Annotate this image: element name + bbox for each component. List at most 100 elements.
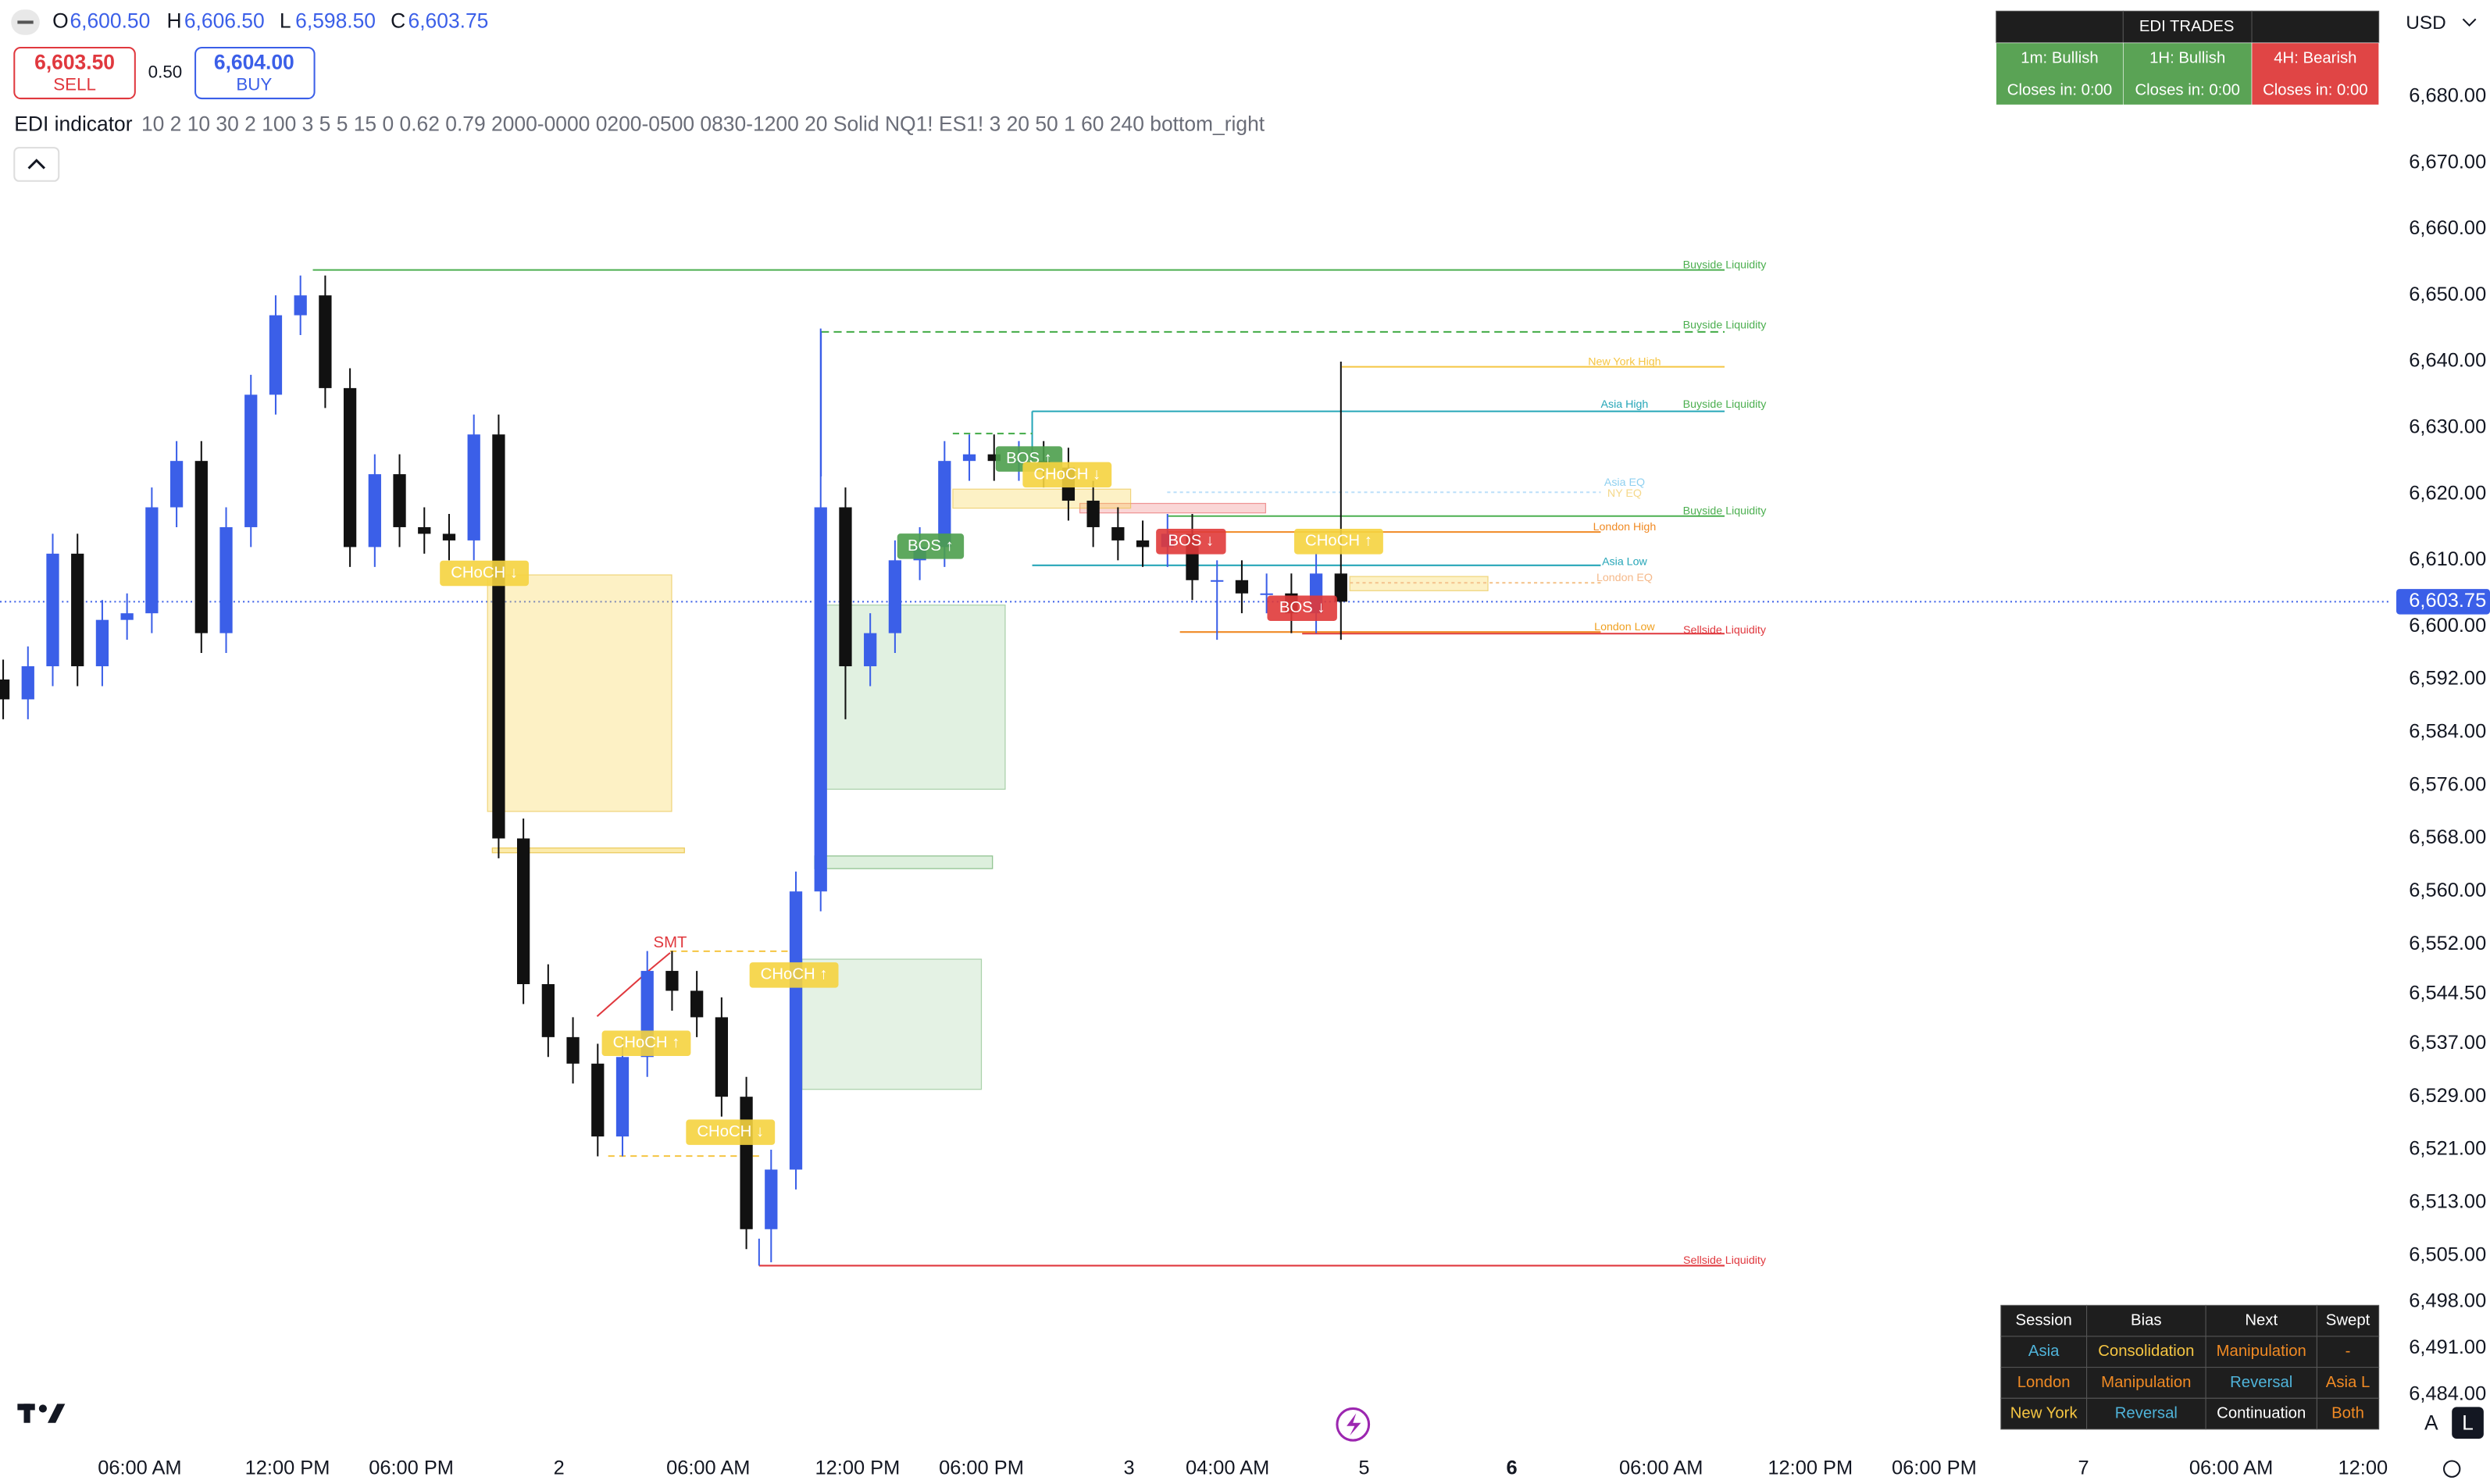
y-tick-label: 6,610.00 [2409, 548, 2486, 570]
trades-cell [2251, 42, 2379, 105]
trades-bias: 4H: Bearish [2274, 50, 2356, 67]
last-price-tag [2396, 589, 2490, 615]
ohlc-value: 6,603.75 [408, 9, 489, 32]
y-tick-label: 6,529.00 [2409, 1085, 2486, 1107]
x-tick-label: 2 [554, 1457, 565, 1479]
candle-body [169, 461, 184, 508]
ohlc-label: O [52, 9, 69, 32]
menu-icon [17, 20, 34, 24]
signal-box [1022, 462, 1112, 488]
trades-closes: Closes in: 0:00 [2135, 81, 2239, 98]
settings-icon[interactable] [2443, 1460, 2461, 1478]
signal-label: BOS ↓ [1279, 599, 1325, 616]
zone [814, 855, 994, 869]
candle-body [1136, 540, 1150, 548]
spread: 0.50 [148, 62, 183, 81]
candle-body [343, 387, 357, 548]
sessions-value: Reversal [2230, 1374, 2292, 1391]
level-label: London Low [1594, 621, 1655, 633]
level-label: London EQ [1596, 572, 1653, 584]
y-tick-label: 6,537.00 [2409, 1032, 2486, 1054]
y-tick-label: 6,584.00 [2409, 721, 2486, 743]
candle-body [393, 474, 406, 527]
x-tick-label: 06:00 AM [1619, 1457, 1703, 1479]
x-tick-label: 12:00 PM [245, 1457, 330, 1479]
sessions-value: New York [2010, 1404, 2078, 1422]
candle-body [1086, 501, 1100, 527]
candle-body [516, 838, 530, 985]
candle-body [467, 434, 480, 540]
zone [823, 605, 1006, 790]
scale-button[interactable] [2415, 1407, 2448, 1439]
x-tick-label: 6 [1507, 1457, 1518, 1479]
candle-body [442, 533, 456, 540]
signal-box [1267, 595, 1337, 621]
x-tick-label: 06:00 PM [1892, 1457, 1977, 1479]
candle-body [938, 461, 951, 548]
signal-label: CHoCH ↑ [1305, 533, 1372, 550]
candle-body [46, 553, 59, 667]
candle-body [541, 984, 555, 1037]
y-tick-label: 6,630.00 [2409, 416, 2486, 437]
level-label: Asia Low [1602, 556, 1647, 569]
level-label: London High [1593, 521, 1657, 533]
candle-body [418, 526, 431, 534]
trades-bias: 1H: Bullish [2149, 50, 2225, 67]
sessions-header: Swept [2326, 1311, 2370, 1329]
sell-button[interactable] [13, 46, 136, 100]
x-tick-label: 06:00 AM [666, 1457, 750, 1479]
candle-body [665, 971, 679, 991]
candle-body [765, 1169, 778, 1229]
ohlc-label: H [166, 9, 181, 32]
scale-button-label: A [2424, 1411, 2438, 1435]
scale-button-label: L [2462, 1411, 2474, 1435]
chart-area: Buyside Liquidity Buyside Liquidity Buysid… [0, 259, 2390, 1267]
candle-body [194, 461, 208, 633]
buy-button[interactable] [194, 46, 316, 100]
currency-caret [2462, 18, 2477, 27]
sessions-value: Asia [2028, 1343, 2060, 1360]
candle-body [319, 295, 332, 388]
y-tick-label: 6,670.00 [2409, 151, 2486, 173]
candle-body [740, 1097, 753, 1229]
last-price-label: 6,603.75 [2409, 590, 2486, 612]
y-tick-label: 6,544.50 [2409, 982, 2486, 1004]
zone [952, 488, 1132, 509]
candle-body [715, 1017, 729, 1097]
signal-box [686, 1119, 776, 1145]
x-tick-label: 06:00 AM [2189, 1457, 2273, 1479]
y-tick-label: 6,600.00 [2409, 615, 2486, 637]
y-tick-label: 6,620.00 [2409, 482, 2486, 504]
collapse-button[interactable] [13, 147, 60, 182]
signal-box [440, 560, 530, 587]
signal-label: BOS ↑ [908, 537, 954, 555]
candle-body [566, 1036, 580, 1064]
replay-icon[interactable] [1336, 1407, 1371, 1442]
signal-label: BOS ↓ [1168, 533, 1214, 550]
sessions-header: Bias [2131, 1311, 2162, 1329]
candle-body [294, 295, 307, 316]
price-axis: 6,680.00 6,670.00 6,660.00 6,650.00 6,640.00… [2396, 85, 2490, 1404]
currency[interactable]: USD [2406, 12, 2445, 34]
buy-price: 6,604.00 [214, 50, 294, 73]
candle-body [219, 526, 233, 633]
x-tick-label: 06:00 AM [98, 1457, 181, 1479]
ohlc-value: 6,606.50 [184, 9, 265, 32]
candle-body [120, 613, 134, 620]
ohlc-value: 6,598.50 [295, 9, 376, 32]
candle-body [492, 434, 505, 839]
level-label: Buyside Liquidity [1683, 259, 1768, 271]
sessions-cell [2316, 1397, 2380, 1430]
signal-label: CHoCH ↓ [1033, 466, 1101, 483]
candle-body [1260, 593, 1273, 595]
candle-body [591, 1063, 605, 1137]
y-tick-label: 6,640.00 [2409, 350, 2486, 372]
level-label: Asia High [1600, 398, 1648, 411]
x-tick-label: 04:00 AM [1186, 1457, 1269, 1479]
level-label: NY EQ [1607, 487, 1642, 500]
scale-button[interactable] [2452, 1407, 2484, 1439]
signal-label: CHoCH ↓ [451, 564, 518, 581]
y-tick-label: 6,660.00 [2409, 217, 2486, 239]
